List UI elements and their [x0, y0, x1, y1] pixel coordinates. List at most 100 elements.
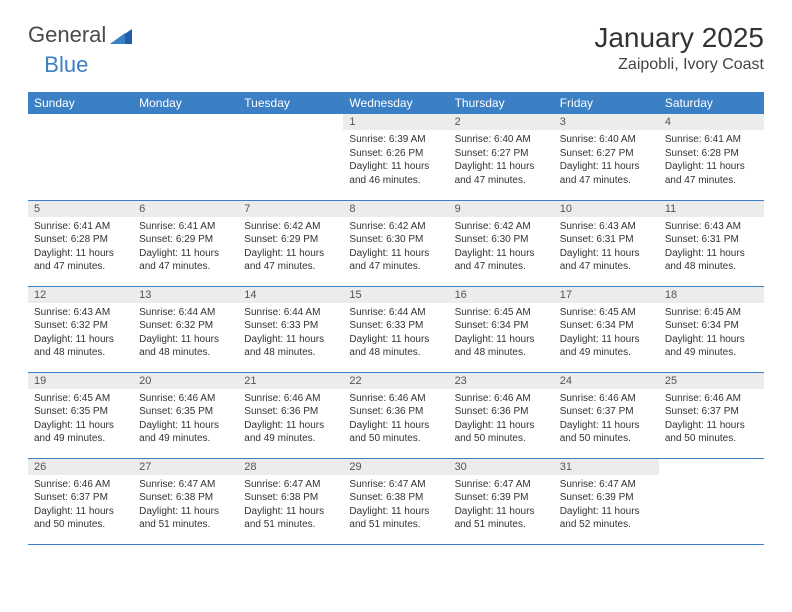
- day-details: Sunrise: 6:44 AMSunset: 6:33 PMDaylight:…: [343, 303, 448, 364]
- day-details: Sunrise: 6:47 AMSunset: 6:39 PMDaylight:…: [449, 475, 554, 536]
- title-block: January 2025 Zaipobli, Ivory Coast: [594, 22, 764, 74]
- calendar-body: 1Sunrise: 6:39 AMSunset: 6:26 PMDaylight…: [28, 114, 764, 544]
- day-number: 21: [238, 373, 343, 389]
- day-number: 10: [554, 201, 659, 217]
- calendar-day-cell: 13Sunrise: 6:44 AMSunset: 6:32 PMDayligh…: [133, 286, 238, 372]
- day-details: Sunrise: 6:40 AMSunset: 6:27 PMDaylight:…: [554, 130, 659, 191]
- calendar-table: SundayMondayTuesdayWednesdayThursdayFrid…: [28, 92, 764, 545]
- day-number: 16: [449, 287, 554, 303]
- day-number: 12: [28, 287, 133, 303]
- day-details: Sunrise: 6:41 AMSunset: 6:29 PMDaylight:…: [133, 217, 238, 278]
- calendar-day-cell: 3Sunrise: 6:40 AMSunset: 6:27 PMDaylight…: [554, 114, 659, 200]
- month-title: January 2025: [594, 22, 764, 54]
- day-number: 4: [659, 114, 764, 130]
- day-number: 17: [554, 287, 659, 303]
- calendar-day-cell: 9Sunrise: 6:42 AMSunset: 6:30 PMDaylight…: [449, 200, 554, 286]
- day-number: 19: [28, 373, 133, 389]
- day-number: 6: [133, 201, 238, 217]
- day-number: 31: [554, 459, 659, 475]
- calendar-day-cell: 17Sunrise: 6:45 AMSunset: 6:34 PMDayligh…: [554, 286, 659, 372]
- calendar-day-cell: 28Sunrise: 6:47 AMSunset: 6:38 PMDayligh…: [238, 458, 343, 544]
- calendar-day-cell: 11Sunrise: 6:43 AMSunset: 6:31 PMDayligh…: [659, 200, 764, 286]
- day-number: 7: [238, 201, 343, 217]
- day-details: Sunrise: 6:40 AMSunset: 6:27 PMDaylight:…: [449, 130, 554, 191]
- day-details: Sunrise: 6:45 AMSunset: 6:35 PMDaylight:…: [28, 389, 133, 450]
- day-details: Sunrise: 6:46 AMSunset: 6:37 PMDaylight:…: [554, 389, 659, 450]
- calendar-day-cell: 23Sunrise: 6:46 AMSunset: 6:36 PMDayligh…: [449, 372, 554, 458]
- day-number: 29: [343, 459, 448, 475]
- calendar-day-cell: 4Sunrise: 6:41 AMSunset: 6:28 PMDaylight…: [659, 114, 764, 200]
- day-number: 22: [343, 373, 448, 389]
- day-details: Sunrise: 6:41 AMSunset: 6:28 PMDaylight:…: [659, 130, 764, 191]
- logo-triangle-icon: [110, 27, 132, 45]
- weekday-header: Sunday: [28, 92, 133, 114]
- day-number: 13: [133, 287, 238, 303]
- calendar-day-cell: 18Sunrise: 6:45 AMSunset: 6:34 PMDayligh…: [659, 286, 764, 372]
- calendar-day-cell: 24Sunrise: 6:46 AMSunset: 6:37 PMDayligh…: [554, 372, 659, 458]
- day-number: 23: [449, 373, 554, 389]
- calendar-header-row: SundayMondayTuesdayWednesdayThursdayFrid…: [28, 92, 764, 114]
- calendar-day-cell: 22Sunrise: 6:46 AMSunset: 6:36 PMDayligh…: [343, 372, 448, 458]
- day-number: 2: [449, 114, 554, 130]
- calendar-week-row: 5Sunrise: 6:41 AMSunset: 6:28 PMDaylight…: [28, 200, 764, 286]
- day-number: 20: [133, 373, 238, 389]
- calendar-day-cell: 27Sunrise: 6:47 AMSunset: 6:38 PMDayligh…: [133, 458, 238, 544]
- logo-text-blue: Blue: [44, 52, 88, 78]
- calendar-week-row: 19Sunrise: 6:45 AMSunset: 6:35 PMDayligh…: [28, 372, 764, 458]
- day-details: Sunrise: 6:41 AMSunset: 6:28 PMDaylight:…: [28, 217, 133, 278]
- calendar-empty-cell: [659, 458, 764, 544]
- calendar-day-cell: 7Sunrise: 6:42 AMSunset: 6:29 PMDaylight…: [238, 200, 343, 286]
- logo-text-general: General: [28, 22, 106, 48]
- weekday-header: Friday: [554, 92, 659, 114]
- day-details: Sunrise: 6:46 AMSunset: 6:37 PMDaylight:…: [659, 389, 764, 450]
- calendar-day-cell: 12Sunrise: 6:43 AMSunset: 6:32 PMDayligh…: [28, 286, 133, 372]
- day-details: Sunrise: 6:44 AMSunset: 6:32 PMDaylight:…: [133, 303, 238, 364]
- calendar-empty-cell: [133, 114, 238, 200]
- day-details: Sunrise: 6:46 AMSunset: 6:37 PMDaylight:…: [28, 475, 133, 536]
- calendar-day-cell: 21Sunrise: 6:46 AMSunset: 6:36 PMDayligh…: [238, 372, 343, 458]
- day-number: 11: [659, 201, 764, 217]
- day-number: 9: [449, 201, 554, 217]
- calendar-empty-cell: [238, 114, 343, 200]
- day-number: 8: [343, 201, 448, 217]
- calendar-week-row: 12Sunrise: 6:43 AMSunset: 6:32 PMDayligh…: [28, 286, 764, 372]
- calendar-page: General January 2025 Zaipobli, Ivory Coa…: [0, 0, 792, 545]
- day-details: Sunrise: 6:45 AMSunset: 6:34 PMDaylight:…: [659, 303, 764, 364]
- day-number: 5: [28, 201, 133, 217]
- calendar-week-row: 26Sunrise: 6:46 AMSunset: 6:37 PMDayligh…: [28, 458, 764, 544]
- day-number: 14: [238, 287, 343, 303]
- day-details: Sunrise: 6:46 AMSunset: 6:36 PMDaylight:…: [343, 389, 448, 450]
- day-details: Sunrise: 6:47 AMSunset: 6:39 PMDaylight:…: [554, 475, 659, 536]
- weekday-header: Wednesday: [343, 92, 448, 114]
- day-number: 25: [659, 373, 764, 389]
- calendar-day-cell: 5Sunrise: 6:41 AMSunset: 6:28 PMDaylight…: [28, 200, 133, 286]
- day-details: Sunrise: 6:47 AMSunset: 6:38 PMDaylight:…: [343, 475, 448, 536]
- day-details: Sunrise: 6:47 AMSunset: 6:38 PMDaylight:…: [133, 475, 238, 536]
- calendar-day-cell: 6Sunrise: 6:41 AMSunset: 6:29 PMDaylight…: [133, 200, 238, 286]
- day-number: 30: [449, 459, 554, 475]
- day-details: Sunrise: 6:47 AMSunset: 6:38 PMDaylight:…: [238, 475, 343, 536]
- day-details: Sunrise: 6:46 AMSunset: 6:36 PMDaylight:…: [449, 389, 554, 450]
- day-number: 1: [343, 114, 448, 130]
- calendar-empty-cell: [28, 114, 133, 200]
- location: Zaipobli, Ivory Coast: [594, 56, 764, 74]
- calendar-week-row: 1Sunrise: 6:39 AMSunset: 6:26 PMDaylight…: [28, 114, 764, 200]
- day-details: Sunrise: 6:43 AMSunset: 6:31 PMDaylight:…: [659, 217, 764, 278]
- day-details: Sunrise: 6:42 AMSunset: 6:30 PMDaylight:…: [343, 217, 448, 278]
- weekday-header: Saturday: [659, 92, 764, 114]
- day-number: 15: [343, 287, 448, 303]
- day-number: 26: [28, 459, 133, 475]
- calendar-day-cell: 31Sunrise: 6:47 AMSunset: 6:39 PMDayligh…: [554, 458, 659, 544]
- calendar-day-cell: 29Sunrise: 6:47 AMSunset: 6:38 PMDayligh…: [343, 458, 448, 544]
- day-details: Sunrise: 6:45 AMSunset: 6:34 PMDaylight:…: [554, 303, 659, 364]
- calendar-day-cell: 30Sunrise: 6:47 AMSunset: 6:39 PMDayligh…: [449, 458, 554, 544]
- calendar-day-cell: 20Sunrise: 6:46 AMSunset: 6:35 PMDayligh…: [133, 372, 238, 458]
- day-details: Sunrise: 6:45 AMSunset: 6:34 PMDaylight:…: [449, 303, 554, 364]
- day-number: 24: [554, 373, 659, 389]
- weekday-header: Monday: [133, 92, 238, 114]
- calendar-day-cell: 1Sunrise: 6:39 AMSunset: 6:26 PMDaylight…: [343, 114, 448, 200]
- day-details: Sunrise: 6:42 AMSunset: 6:30 PMDaylight:…: [449, 217, 554, 278]
- day-details: Sunrise: 6:42 AMSunset: 6:29 PMDaylight:…: [238, 217, 343, 278]
- day-number: 18: [659, 287, 764, 303]
- day-details: Sunrise: 6:44 AMSunset: 6:33 PMDaylight:…: [238, 303, 343, 364]
